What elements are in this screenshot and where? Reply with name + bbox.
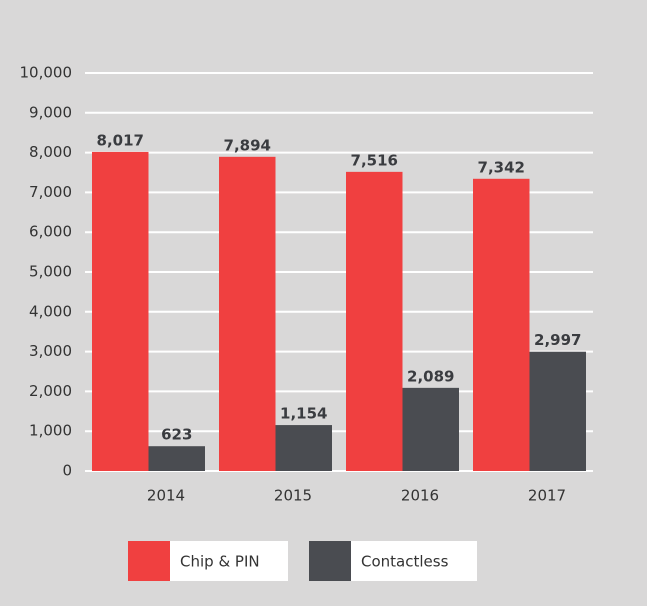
legend-swatch	[309, 541, 351, 581]
y-tick-label: 10,000	[20, 64, 73, 82]
bar	[346, 171, 403, 471]
legend-label: Chip & PIN	[180, 553, 260, 571]
legend-box	[351, 541, 477, 581]
x-tick-label: 2016	[401, 487, 439, 505]
x-tick-label: 2015	[274, 487, 312, 505]
x-tick-label: 2014	[147, 487, 185, 505]
y-tick-label: 8,000	[29, 143, 72, 161]
legend-box	[170, 541, 288, 581]
value-label: 2,997	[534, 331, 581, 349]
y-tick-label: 9,000	[29, 103, 72, 121]
legend-label: Contactless	[361, 553, 449, 571]
y-tick-label: 6,000	[29, 223, 72, 241]
y-tick-label: 3,000	[29, 342, 72, 360]
value-label: 7,894	[224, 136, 271, 154]
value-label: 7,342	[478, 158, 525, 176]
legend-swatch	[128, 541, 170, 581]
value-label: 1,154	[280, 405, 327, 423]
value-label: 2,089	[407, 367, 454, 385]
y-tick-label: 1,000	[29, 422, 72, 440]
y-tick-label: 7,000	[29, 183, 72, 201]
bar	[92, 151, 149, 471]
value-label: 8,017	[97, 131, 144, 149]
bar	[529, 351, 586, 471]
value-label: 623	[161, 426, 192, 444]
y-tick-label: 2,000	[29, 382, 72, 400]
y-tick-label: 5,000	[29, 263, 72, 281]
x-tick-label: 2017	[528, 487, 566, 505]
value-label: 7,516	[351, 151, 398, 169]
y-tick-label: 0	[62, 462, 72, 480]
bar	[148, 446, 205, 471]
bar	[473, 178, 530, 472]
bar	[275, 425, 332, 471]
bar	[219, 156, 276, 472]
bar	[402, 387, 459, 471]
y-tick-label: 4,000	[29, 302, 72, 320]
